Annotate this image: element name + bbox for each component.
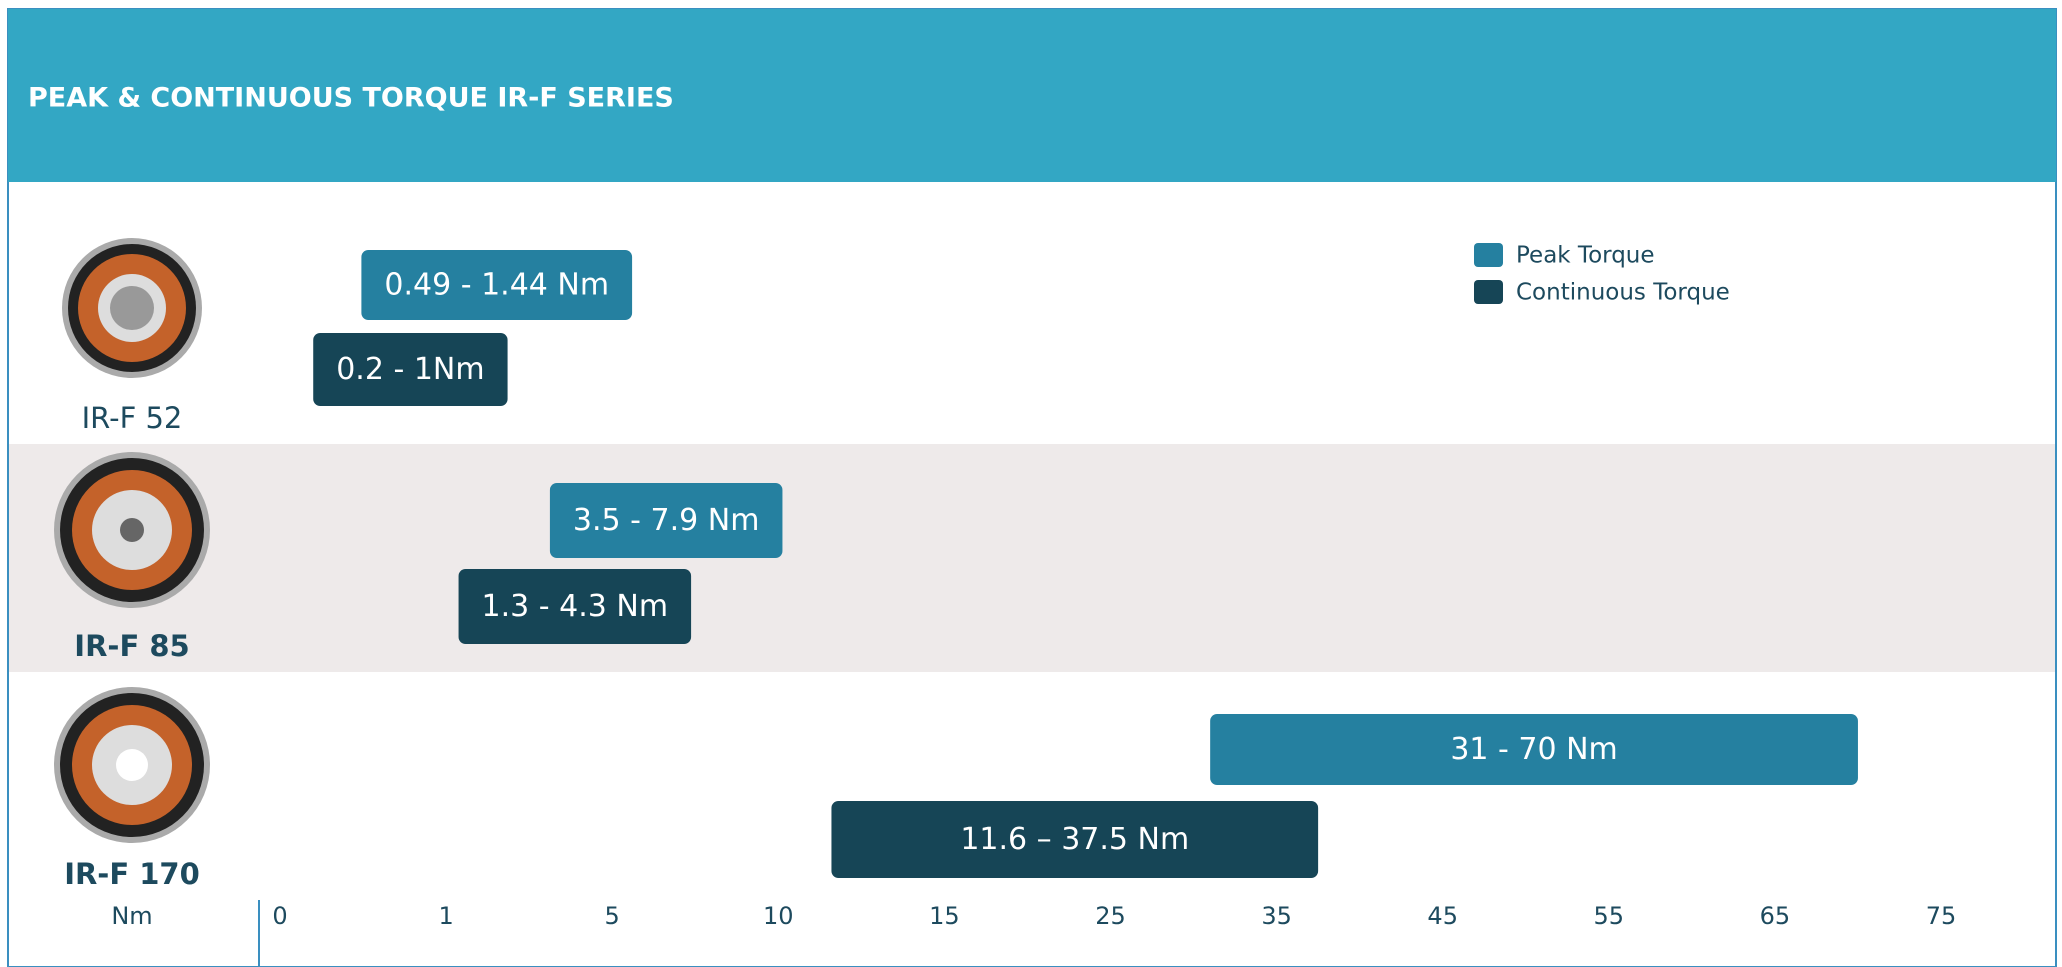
row-band [9, 444, 2055, 672]
value-label: 11.6 – 37.5 Nm [960, 822, 1189, 857]
x-tick-label: 0 [272, 902, 287, 930]
x-tick-label: 65 [1760, 902, 1791, 930]
axis-label: Nm [111, 902, 152, 930]
category-label: IR-F 85 [74, 629, 189, 663]
x-tick-label: 75 [1926, 902, 1957, 930]
range-bar [549, 483, 783, 558]
range-bar [361, 250, 633, 320]
value-label: 1.3 - 4.3 Nm [482, 589, 669, 624]
x-tick-label: 10 [763, 902, 794, 930]
x-tick-label: 1 [438, 902, 453, 930]
x-tick-label: 15 [929, 902, 960, 930]
x-tick-label: 55 [1594, 902, 1625, 930]
category-label: IR-F 52 [82, 401, 183, 435]
value-label: 0.2 - 1Nm [336, 352, 484, 387]
chart-title: PEAK & CONTINUOUS TORQUE IR-F SERIES [28, 83, 674, 114]
range-bar [313, 333, 508, 406]
category-label: IR-F 170 [64, 857, 200, 891]
x-tick-label: 35 [1261, 902, 1292, 930]
range-bar [458, 569, 692, 644]
x-tick-label: 45 [1427, 902, 1458, 930]
range-bar [1210, 714, 1858, 785]
value-label: 31 - 70 Nm [1450, 732, 1617, 767]
value-label: 3.5 - 7.9 Nm [573, 503, 760, 538]
motor-icons [54, 238, 210, 843]
range-bar [831, 801, 1319, 878]
value-label: 0.49 - 1.44 Nm [384, 268, 609, 303]
legend-swatch [1474, 280, 1503, 304]
legend-label: Peak Torque [1516, 243, 1655, 269]
header [8, 9, 2056, 182]
legend-label: Continuous Torque [1516, 280, 1730, 306]
x-tick-label: 5 [605, 902, 620, 930]
legend-swatch [1474, 243, 1503, 267]
x-tick-label: 25 [1095, 902, 1126, 930]
